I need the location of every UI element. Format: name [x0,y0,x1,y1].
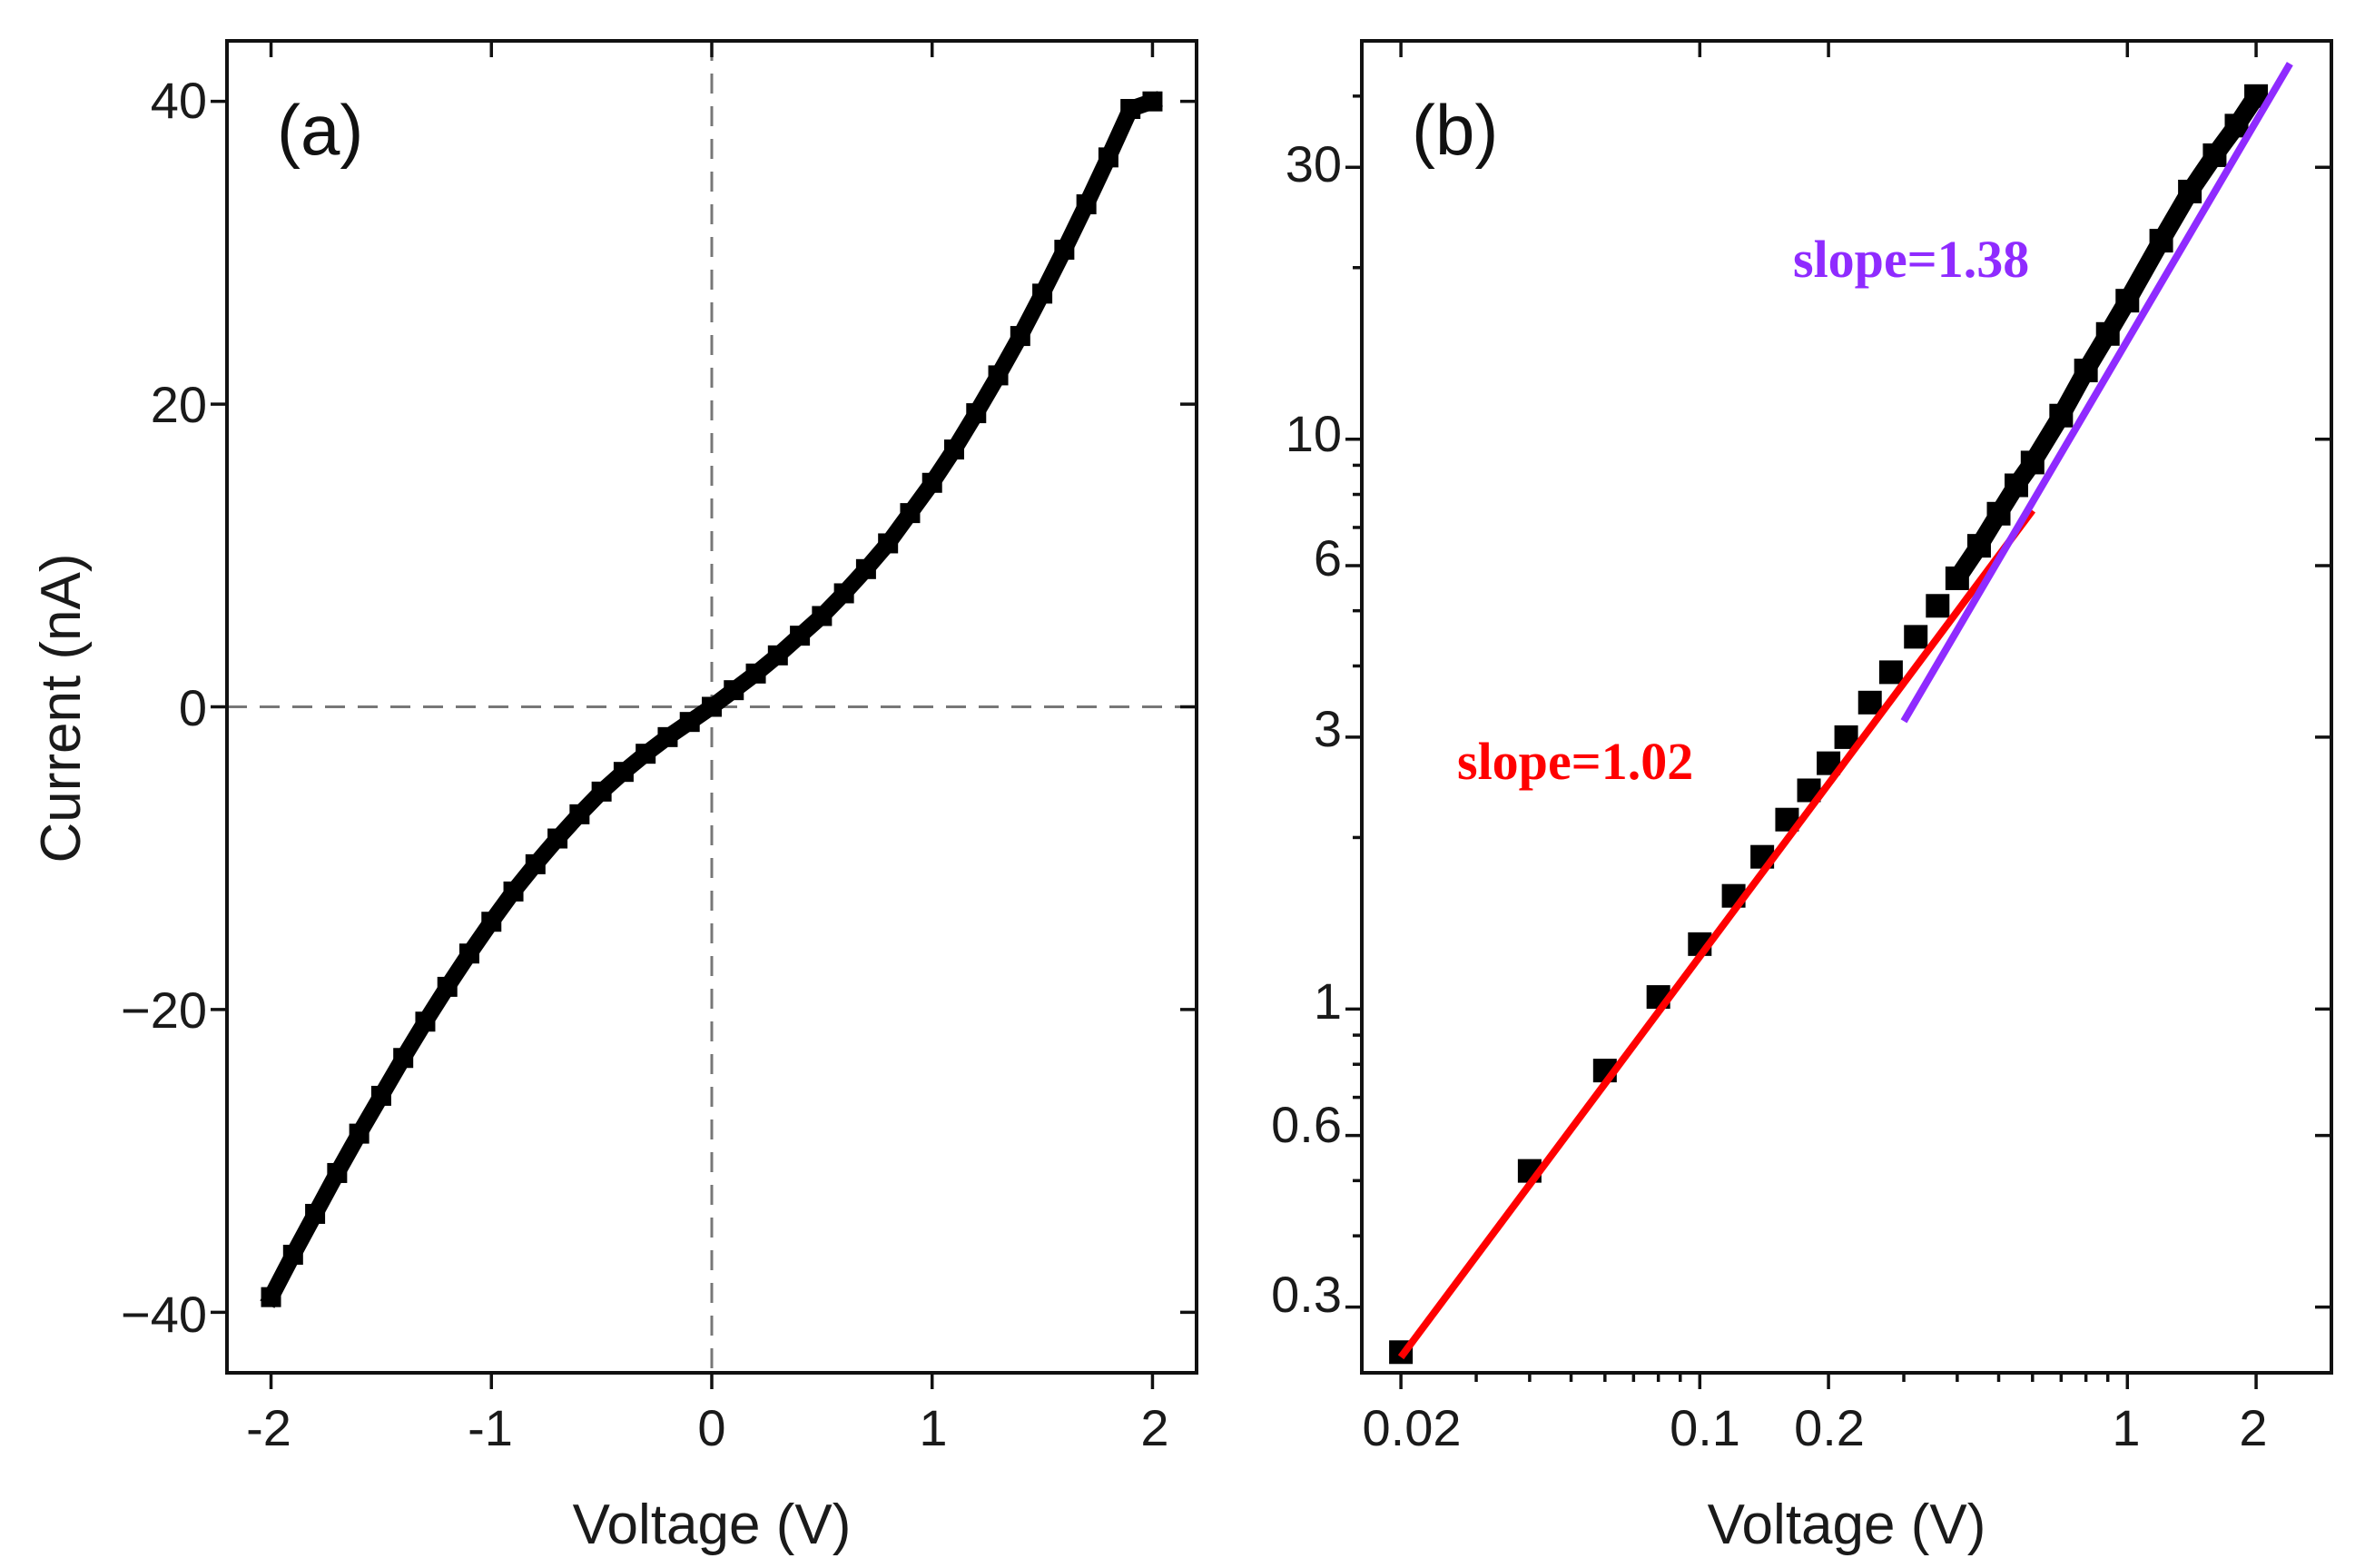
b-data-point [2178,179,2202,203]
a-x-tick-label: 0 [697,1399,725,1456]
a-data-point [305,1203,326,1224]
a-data-point [790,626,811,646]
a-data-point [812,606,833,626]
a-data-point [702,696,722,717]
a-y-tick-label: 0 [179,679,207,736]
a-data-point [525,853,546,874]
b-data-point [2149,229,2173,253]
a-data-point [1142,91,1163,112]
a-data-point [944,439,964,460]
b-data-point [1966,534,1991,558]
b-slope-label-purple: slope=1.38 [1793,230,2029,289]
a-data-point [437,976,458,997]
a-data-point [1032,283,1053,304]
a-data-point [370,1085,391,1106]
b-y-tick-label: 0.3 [1271,1266,1342,1323]
a-data-point [349,1123,370,1144]
a-data-point [459,943,479,964]
a-data-point [855,558,876,579]
b-x-axis-label: Voltage (V) [1708,1494,1986,1556]
b-fit-line-red [1397,508,2036,1360]
a-axis-ticks [211,41,1197,1389]
a-data-point [900,503,921,524]
a-data-series [260,91,1163,1308]
a-data-point [481,912,502,932]
a-y-tick-label: −20 [121,981,207,1039]
b-y-tick-label: 30 [1286,135,1342,192]
b-x-tick-label: 0.2 [1794,1399,1865,1456]
a-data-point [569,804,590,824]
b-data-point [2095,321,2120,346]
a-data-point [1076,194,1097,215]
b-data-point [2224,113,2249,138]
a-data-point [657,726,678,747]
b-y-tick-label: 1 [1314,972,1342,1030]
b-fit-line-purple [1900,62,2293,724]
b-x-tick-label: 2 [2239,1399,2267,1456]
a-y-axis-label: Current (nA) [30,553,93,863]
a-data-point [415,1011,436,1032]
panel-a: -2 -1 0 1 2 −40 −20 0 20 40 Voltage (V) … [30,39,1198,1556]
b-data-point [1926,594,1950,618]
a-data-point [1010,326,1030,347]
a-data-point [921,472,942,493]
b-data-point [2074,359,2098,383]
a-data-point [1120,99,1141,120]
a-x-tick-label: 2 [1140,1399,1168,1456]
b-data-point [2049,403,2074,428]
b-data-point [1945,566,1969,590]
b-slope-label-red: slope=1.02 [1457,732,1693,791]
a-data-point [282,1244,303,1265]
a-data-point [591,781,612,802]
b-data-point [2115,289,2140,313]
a-data-point [878,533,899,554]
b-y-tick-label: 6 [1314,529,1342,587]
a-panel-label: (a) [277,90,363,170]
b-plot-frame [1360,39,2333,1375]
b-data-series [1389,84,2269,1365]
b-y-tick-label: 3 [1314,700,1342,757]
a-data-point [966,403,987,424]
a-x-tick-label: -2 [246,1399,291,1456]
a-data-point [679,712,700,733]
a-data-point [547,828,568,849]
a-data-point [613,762,634,783]
b-data-point [2005,473,2029,498]
b-x-tick-label: 1 [2112,1399,2140,1456]
a-x-tick-label: -1 [468,1399,513,1456]
b-axis-ticks [1345,41,2331,1389]
b-x-tick-label: 0.1 [1670,1399,1740,1456]
b-data-point [2202,143,2227,167]
a-x-tick-label: 1 [919,1399,947,1456]
a-y-tick-label: 40 [151,72,207,129]
a-data-point [724,680,744,701]
a-plot-frame [225,39,1198,1375]
b-data-point [1986,501,2011,526]
b-panel-label: (b) [1412,90,1498,170]
b-y-tick-label: 10 [1286,405,1342,462]
b-data-point [1878,660,1903,685]
b-y-tick-label: 0.6 [1271,1096,1342,1153]
a-data-point [767,645,788,666]
b-x-tick-label: 0.02 [1363,1399,1462,1456]
a-data-point [988,365,1009,386]
a-data-point [1098,147,1118,168]
a-x-axis-label: Voltage (V) [573,1494,852,1556]
b-data-point [1904,625,1928,649]
a-data-point [745,663,766,684]
a-data-point [833,583,854,604]
b-data-point [2020,450,2045,475]
a-y-tick-label: −40 [121,1286,207,1343]
a-y-tick-label: 20 [151,376,207,433]
a-data-point [393,1048,414,1069]
a-data-point [261,1287,281,1307]
a-data-point [327,1162,348,1183]
a-data-point [503,881,524,902]
b-data-point [1857,690,1882,715]
a-data-point [636,744,656,764]
panel-b: 0.02 0.1 0.2 1 2 0.3 0.6 1 3 6 10 30 Vol… [1271,39,2333,1556]
a-data-point [1054,240,1075,261]
